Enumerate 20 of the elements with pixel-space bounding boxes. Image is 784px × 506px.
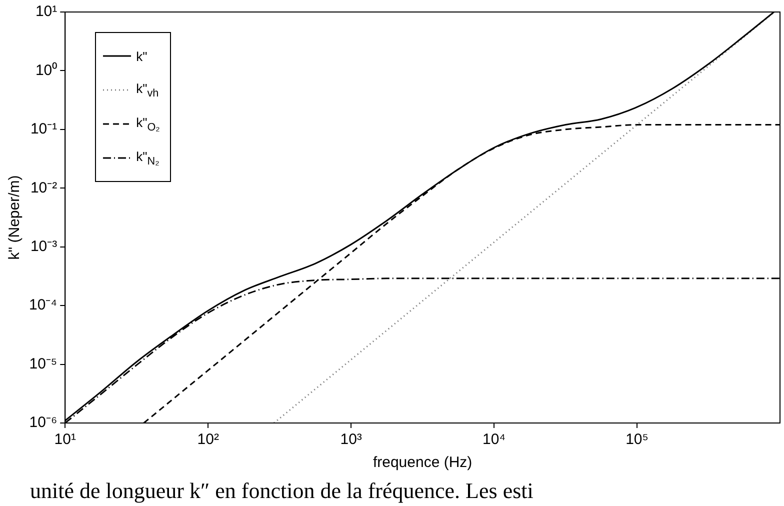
legend-label: k"$_{vh}$: [136, 80, 159, 100]
legend-label: k"$_{N₂}$: [136, 148, 160, 168]
text: unité de longueur k″ en fonction de la fréquence. Les esti: [30, 478, 534, 504]
y-tick-label: 10¹: [35, 3, 58, 20]
x-tick-label: 10⁴: [482, 431, 506, 448]
x-axis-title: frequence (Hz): [372, 454, 472, 472]
y-tick-label: 10⁻¹: [30, 120, 58, 138]
y-axis-title: k" (Neper/m): [6, 175, 24, 260]
y-tick-label: 10⁻⁵: [29, 355, 58, 372]
y-tick-label: 10⁻⁴: [28, 296, 58, 314]
legend-label: k": [136, 48, 148, 64]
legend-label: k"$_{O₂}$: [136, 114, 160, 134]
y-tick-label: 10⁻³: [30, 238, 58, 255]
x-tick-label: 10⁵: [626, 431, 648, 448]
x-tick-label: 10¹: [54, 431, 76, 448]
y-tick-label: 10⁻²: [30, 179, 58, 196]
x-tick-label: 10²: [197, 431, 219, 448]
y-tick-label: 10⁰: [35, 62, 58, 79]
y-tick-label: 10⁻⁶: [29, 414, 58, 432]
x-tick-label: 10³: [340, 431, 362, 448]
